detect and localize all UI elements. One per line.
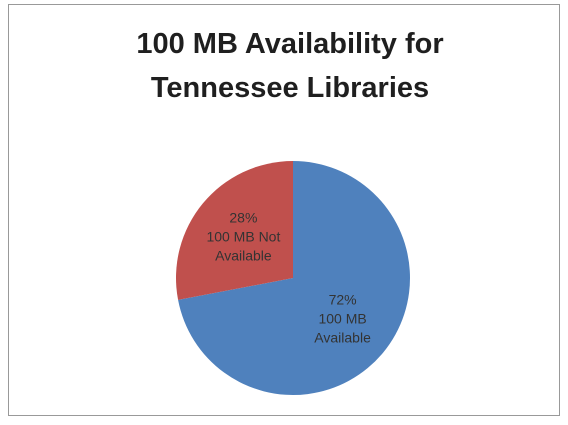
chart-frame: [8, 4, 560, 416]
pie-slice: [176, 161, 293, 300]
slice-category-label: 100 MB Not Available: [206, 228, 281, 264]
chart-title: 100 MB Availability for Tennessee Librar…: [136, 28, 444, 104]
pie-slice: [178, 161, 410, 395]
slice-label: 28% 100 MB Not Available: [198, 208, 288, 265]
slice-value-label: 28%: [229, 209, 258, 226]
slice-value-label: 72%: [328, 291, 357, 308]
slice-category-label: 100 MB Available: [314, 310, 371, 346]
slice-label: 72% 100 MB Available: [298, 291, 388, 348]
